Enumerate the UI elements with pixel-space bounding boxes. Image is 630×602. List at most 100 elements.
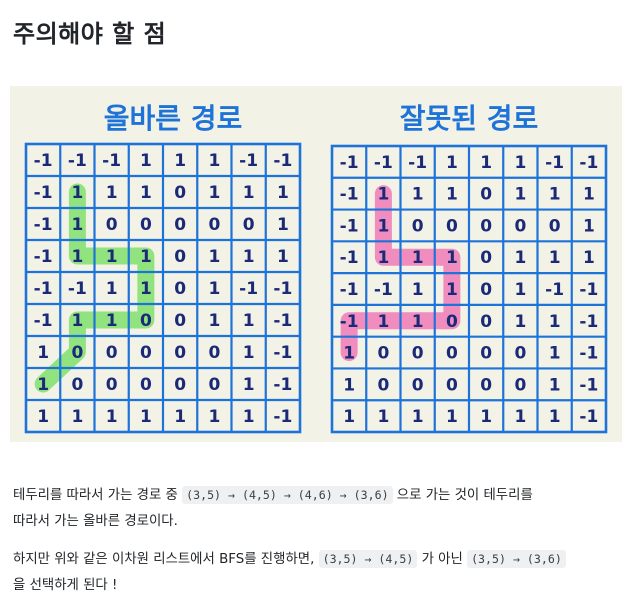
- wrong-cell-value: 1: [480, 153, 492, 173]
- wrong-cell-value: 0: [480, 375, 492, 395]
- wrong-cell-value: 0: [514, 216, 526, 236]
- inline-code-path-3: (3,5) → (3,6): [467, 550, 566, 568]
- correct-cell-value: -1: [239, 279, 258, 299]
- correct-cell-value: 1: [106, 279, 118, 299]
- correct-cell-value: 1: [243, 311, 255, 331]
- correct-cell-value: 0: [106, 215, 118, 235]
- wrong-cell-value: 1: [343, 407, 355, 427]
- wrong-cell-value: 0: [377, 375, 389, 395]
- correct-cell-value: -1: [34, 311, 53, 331]
- correct-cell-value: -1: [273, 343, 292, 363]
- correct-cell-value: -1: [34, 247, 53, 267]
- wrong-cell-value: -1: [545, 153, 564, 173]
- correct-cell-value: -1: [34, 151, 53, 171]
- wrong-cell-value: 1: [514, 248, 526, 268]
- correct-cell-value: 1: [277, 183, 289, 203]
- correct-cell-value: 1: [208, 311, 220, 331]
- correct-cell-value: -1: [34, 215, 53, 235]
- correct-cell-value: 0: [140, 311, 152, 331]
- correct-path-grid: -1 -1 -1 1 1 1 -1 -1 -1 1 1 1 0 1 1 1 -1 1 0 0 0 0 0 1 -1 1 1 1 0 1 1 1…: [24, 142, 302, 434]
- correct-cell-value: 1: [208, 183, 220, 203]
- wrong-cell-value: 0: [446, 216, 458, 236]
- correct-cell-value: 1: [71, 183, 83, 203]
- wrong-cell-value: 1: [412, 407, 424, 427]
- wrong-cell-value: 1: [514, 185, 526, 205]
- correct-cell-value: 1: [106, 183, 118, 203]
- correct-cell-value: 1: [208, 407, 220, 427]
- wrong-path-title: 잘못된 경로: [400, 102, 539, 135]
- wrong-cell-value: 1: [412, 248, 424, 268]
- wrong-cell-value: 0: [446, 375, 458, 395]
- correct-cell-value: 1: [208, 151, 220, 171]
- correct-cell-value: -1: [273, 151, 292, 171]
- wrong-cell-value: 1: [514, 153, 526, 173]
- wrong-cell-value: 1: [412, 312, 424, 332]
- wrong-cell-value: 0: [377, 344, 389, 364]
- wrong-cell-value: -1: [374, 280, 393, 300]
- wrong-cell-value: 0: [412, 344, 424, 364]
- correct-cell-value: 1: [37, 407, 49, 427]
- wrong-cell-value: 1: [446, 248, 458, 268]
- correct-cell-value: 1: [174, 407, 186, 427]
- correct-cell-value: 1: [106, 247, 118, 267]
- correct-cell-value: 1: [140, 279, 152, 299]
- correct-cell-value: -1: [273, 375, 292, 395]
- wrong-cell-value: 0: [412, 375, 424, 395]
- wrong-cell-value: 0: [514, 344, 526, 364]
- correct-cell-value: -1: [239, 151, 258, 171]
- correct-cell-value: 1: [208, 279, 220, 299]
- correct-cell-value: 0: [174, 343, 186, 363]
- wrong-cell-value: 1: [343, 375, 355, 395]
- wrong-cell-value: 0: [514, 375, 526, 395]
- wrong-cell-value: 1: [549, 185, 561, 205]
- path-comparison-figure: 올바른 경로 잘못된 경로 -1 -1 -1 1 1 1 -1 -1 -1 1 1 1 0 1 1 1 -1 1 0…: [10, 86, 622, 442]
- correct-cell-value: 1: [140, 183, 152, 203]
- wrong-cell-value: -1: [374, 153, 393, 173]
- paragraph-1-text-c: 따라서 가는 올바른 경로이다.: [13, 514, 178, 529]
- wrong-cell-value: 1: [549, 344, 561, 364]
- correct-cell-value: 1: [71, 407, 83, 427]
- wrong-cell-value: 0: [480, 280, 492, 300]
- correct-cell-value: 0: [208, 343, 220, 363]
- correct-cell-value: 0: [140, 375, 152, 395]
- correct-cell-value: 0: [174, 215, 186, 235]
- wrong-cell-value: 1: [412, 185, 424, 205]
- correct-cell-value: 0: [106, 375, 118, 395]
- correct-cell-value: 0: [208, 215, 220, 235]
- wrong-cell-value: 1: [412, 280, 424, 300]
- correct-cell-value: 0: [140, 215, 152, 235]
- correct-cell-value: 1: [174, 151, 186, 171]
- correct-cell-value: -1: [68, 151, 87, 171]
- wrong-cell-value: 0: [480, 344, 492, 364]
- correct-cell-value: 1: [140, 151, 152, 171]
- wrong-cell-value: 1: [514, 280, 526, 300]
- wrong-path-grid: -1 -1 -1 1 1 1 -1 -1 -1 1 1 1 0 1 1 1 -1 1 0 0 0 0 0 1 -1 1 1 1 0 1 1 1…: [330, 144, 608, 434]
- wrong-cell-value: 1: [480, 407, 492, 427]
- correct-cell-value: 1: [243, 183, 255, 203]
- wrong-cell-value: 0: [549, 216, 561, 236]
- correct-cell-value: 1: [71, 247, 83, 267]
- wrong-cell-value: -1: [340, 248, 359, 268]
- correct-cell-value: 1: [208, 247, 220, 267]
- correct-cell-value: -1: [273, 407, 292, 427]
- wrong-cell-value: 1: [583, 185, 595, 205]
- wrong-cell-value: -1: [579, 407, 598, 427]
- correct-cell-value: -1: [102, 151, 121, 171]
- wrong-cell-value: 1: [377, 248, 389, 268]
- correct-cell-value: 1: [37, 375, 49, 395]
- wrong-cell-value: -1: [340, 185, 359, 205]
- paragraph-1: 테두리를 따라서 가는 경로 중 (3,5) → (4,5) → (4,6) →…: [13, 482, 533, 535]
- wrong-cell-value: 0: [480, 312, 492, 332]
- correct-cell-value: -1: [34, 279, 53, 299]
- wrong-cell-value: -1: [340, 280, 359, 300]
- correct-cell-value: 1: [106, 407, 118, 427]
- wrong-cell-value: 1: [446, 185, 458, 205]
- wrong-cell-value: 1: [343, 344, 355, 364]
- correct-cell-value: 1: [140, 407, 152, 427]
- correct-cell-value: -1: [68, 279, 87, 299]
- correct-cell-value: -1: [273, 279, 292, 299]
- wrong-cell-value: 0: [480, 216, 492, 236]
- wrong-cell-value: -1: [340, 153, 359, 173]
- correct-cell-value: -1: [273, 311, 292, 331]
- wrong-cell-value: -1: [579, 344, 598, 364]
